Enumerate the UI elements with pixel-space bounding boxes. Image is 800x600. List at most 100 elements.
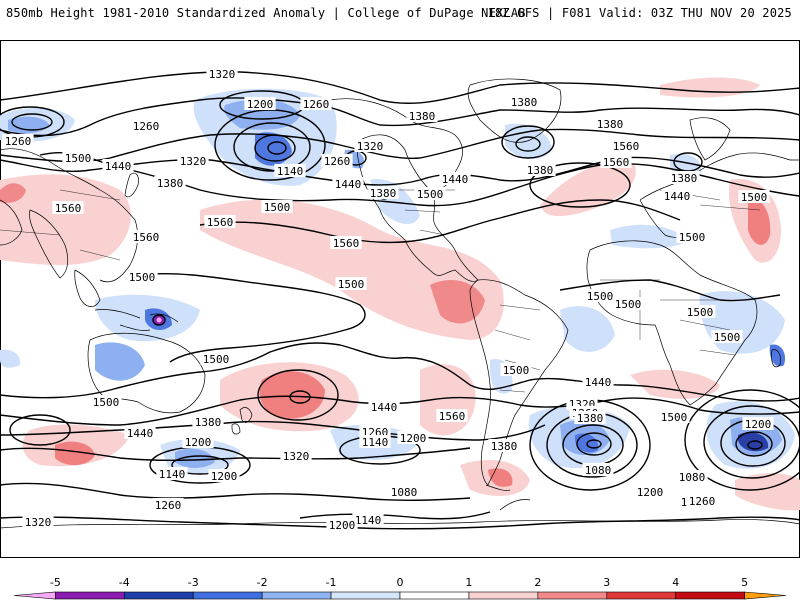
contour-label-bg — [686, 494, 718, 507]
neg-anomaly-extreme-center — [156, 317, 162, 323]
pos-anomaly-arabia — [0, 183, 26, 203]
contour-low-southern-indian-5 — [747, 440, 763, 450]
contour-label: 1500 — [129, 271, 156, 284]
contour-label-bg — [156, 467, 188, 480]
contour-label-bg — [354, 139, 386, 152]
contour-1560-north — [199, 199, 681, 244]
contour-label-bg — [130, 119, 162, 132]
contour-label-bg — [90, 395, 122, 408]
contour-label: 1140 — [159, 468, 186, 481]
contour-label: 1200 — [637, 486, 664, 499]
contour-label-bg — [280, 449, 312, 462]
contour-low-canada-mid — [233, 122, 311, 172]
contour-low-south-pacific-west-inner — [171, 455, 229, 475]
contour-label-bg — [204, 215, 236, 228]
contour-label-bg — [584, 289, 616, 302]
colorbar-tick-label: 3 — [603, 576, 610, 589]
colorbar-bin — [606, 591, 677, 600]
contour-label-bg — [177, 154, 209, 167]
contour-label-bg — [359, 425, 391, 438]
contour-1320-north — [0, 71, 800, 104]
contour-label-bg — [397, 431, 429, 444]
contour-low-indonesia — [152, 314, 166, 326]
neg-anomaly-greenland — [505, 123, 552, 160]
contour-low-greenland-outer — [501, 125, 555, 159]
contour-1440-south — [0, 395, 800, 426]
coast-scandinavia — [689, 117, 731, 161]
contour-label: 1440 — [585, 376, 612, 389]
colorbar-bin — [468, 591, 539, 600]
contour-label: 1200 — [329, 519, 356, 532]
contour-label: 1200 — [211, 470, 238, 483]
contour-1140-south — [299, 511, 491, 520]
contour-label: 1380 — [409, 110, 436, 123]
neg-anomaly-australia-west — [95, 342, 145, 381]
height-contours — [0, 71, 800, 530]
contour-label-bg — [330, 236, 362, 249]
colorbar-bin — [744, 591, 787, 600]
contour-1380-north — [0, 128, 800, 163]
colorbar-bin — [261, 591, 332, 600]
contour-label: 1320 — [25, 516, 52, 529]
contour-label-bg — [594, 117, 626, 130]
contour-label: 1380 — [195, 416, 222, 429]
contour-label-bg — [612, 297, 644, 310]
colorbar: -5 -4 -3 -2 -1 0 1 2 3 4 5 — [13, 576, 787, 600]
coast-southeast-asia — [74, 269, 101, 307]
contour-label-bg — [102, 159, 134, 172]
contour-labels: 1320 1200 1260 1260 1260 1140 1320 1260 1320 1380… — [2, 67, 774, 532]
contour-low-southern-indian-2 — [703, 405, 800, 479]
contour-label-bg — [406, 109, 438, 122]
contour-label-bg — [388, 485, 420, 498]
contour-low-southern-indian-1 — [684, 389, 800, 491]
contour-label: 1440 — [442, 173, 469, 186]
contour-label: 1260 — [133, 120, 160, 133]
contour-label: 1260 — [303, 98, 330, 111]
pos-anomaly-south-indian-core — [55, 441, 95, 466]
contour-label: 1500 — [65, 152, 92, 165]
coast-arabia — [0, 199, 23, 246]
colorbar-tick-label: -1 — [326, 576, 337, 589]
colorbar-tick-label: 5 — [741, 576, 748, 589]
coast-australia — [87, 332, 206, 414]
contour-label-bg — [154, 176, 186, 189]
contour-label-bg — [684, 305, 716, 318]
neg-anomaly-canada-core — [255, 132, 292, 166]
map-title: 850mb Height 1981-2010 Standardized Anom… — [6, 6, 526, 20]
contour-label-bg — [274, 164, 306, 177]
contour-label-bg — [261, 200, 293, 213]
contour-label-bg — [658, 410, 690, 423]
contour-label: 1440 — [664, 190, 691, 203]
contour-label-bg — [124, 426, 156, 439]
contour-label: 1200 — [745, 418, 772, 431]
contour-label: 1500 — [338, 278, 365, 291]
contour-label: 1140 — [277, 165, 304, 178]
contour-label: 1500 — [264, 201, 291, 214]
contour-label: 1320 — [357, 140, 384, 153]
contour-label: 1500 — [741, 191, 768, 204]
contour-high-south-pacific-inner — [289, 390, 311, 404]
contour-label: 1260 — [324, 155, 351, 168]
colorbar-tick-label: 1 — [465, 576, 472, 589]
contour-label: 1200 — [185, 436, 212, 449]
contour-label-bg — [368, 400, 400, 413]
neg-anomaly-canada-mid — [224, 99, 300, 130]
colorbar-bin — [399, 591, 470, 600]
contour-label-bg — [52, 201, 84, 214]
contour-label: 1140 — [355, 514, 382, 527]
colorbar-tick-label: -4 — [119, 576, 130, 589]
contour-label: 1380 — [157, 177, 184, 190]
contour-label-bg — [676, 230, 708, 243]
contour-low-greenland-inner — [515, 136, 541, 152]
colorbar-bins — [13, 591, 787, 600]
coast-antarctic-peninsula — [499, 499, 531, 511]
colorbar-bin — [13, 591, 56, 600]
contour-label: 1380 — [370, 187, 397, 200]
contour-label-bg — [600, 155, 632, 168]
contour-label-bg — [742, 417, 774, 430]
contour-label-bg — [200, 352, 232, 365]
contour-label: 1500 — [587, 290, 614, 303]
contour-label-bg — [508, 95, 540, 108]
neg-anomaly-africa-west — [560, 306, 615, 352]
contour-label-bg — [332, 177, 364, 190]
